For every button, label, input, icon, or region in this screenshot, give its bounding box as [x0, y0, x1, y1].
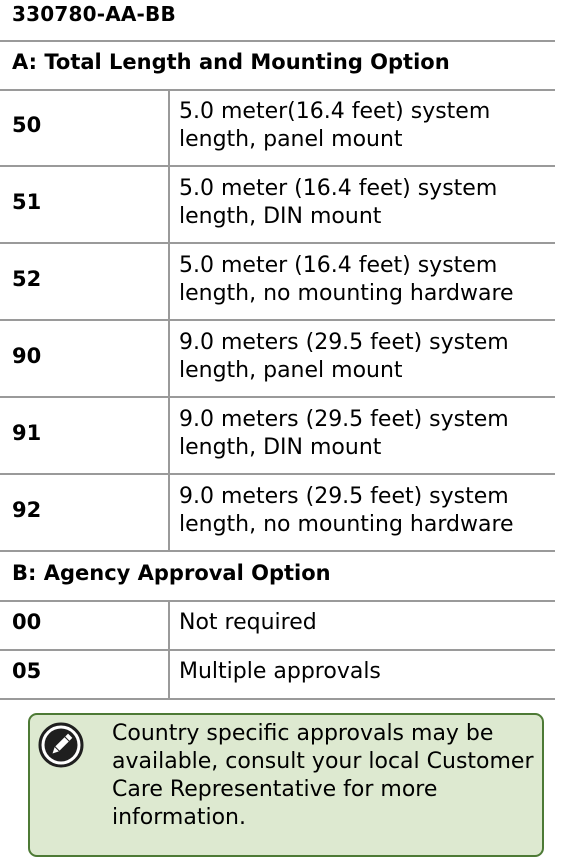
option-description: 5.0 meter (16.4 feet) system length, no … — [179, 253, 514, 306]
option-code: 50 — [12, 113, 42, 137]
divider — [0, 473, 555, 475]
option-code: 05 — [12, 659, 42, 683]
option-code: 52 — [12, 267, 42, 291]
option-description: 9.0 meters (29.5 feet) system length, pa… — [179, 330, 509, 383]
divider — [0, 396, 555, 398]
divider — [0, 89, 555, 91]
note-text: Country specific approvals may be availa… — [112, 721, 534, 830]
part-number: 330780-AA-BB — [12, 2, 176, 26]
column-divider — [168, 91, 170, 551]
divider — [0, 165, 555, 167]
divider — [0, 550, 555, 552]
pencil-note-icon — [36, 720, 86, 770]
divider — [0, 319, 555, 321]
option-description: 9.0 meters (29.5 feet) system length, DI… — [179, 407, 509, 460]
section-b-title: B: Agency Approval Option — [12, 561, 331, 585]
option-description: Not required — [179, 610, 317, 635]
divider — [0, 40, 555, 42]
option-description: 5.0 meter(16.4 feet) system length, pane… — [179, 99, 491, 152]
option-code: 91 — [12, 421, 42, 445]
option-code: 92 — [12, 498, 42, 522]
option-description: 5.0 meter (16.4 feet) system length, DIN… — [179, 176, 498, 229]
divider — [0, 649, 555, 651]
divider — [0, 600, 555, 602]
option-code: 00 — [12, 610, 42, 634]
option-code: 51 — [12, 190, 42, 214]
option-code: 90 — [12, 344, 42, 368]
option-description: Multiple approvals — [179, 659, 381, 684]
section-a-title: A: Total Length and Mounting Option — [12, 50, 450, 74]
divider — [0, 242, 555, 244]
option-description: 9.0 meters (29.5 feet) system length, no… — [179, 484, 514, 537]
note-box: Country specific approvals may be availa… — [28, 713, 544, 857]
divider — [0, 698, 555, 700]
